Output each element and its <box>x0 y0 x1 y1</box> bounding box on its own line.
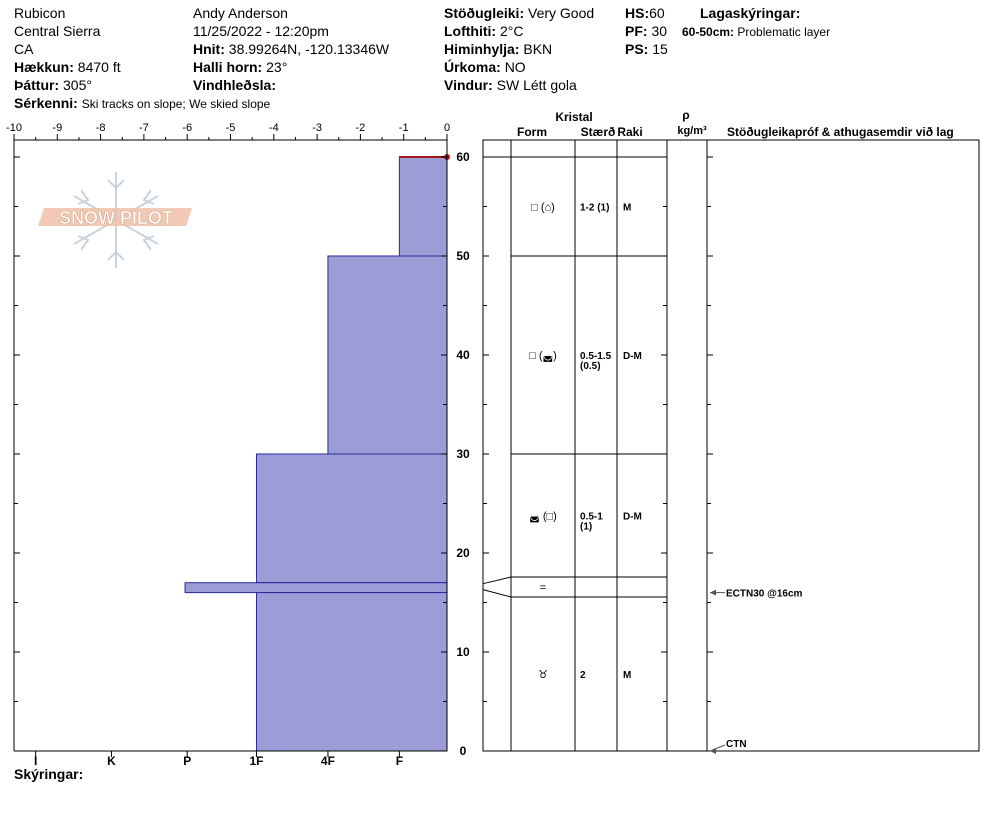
elevation: Hækkun: 8470 ft <box>14 59 121 75</box>
wind-loading: Vindhleðsla: <box>193 77 276 93</box>
datetime: 11/25/2022 - 12:20pm <box>193 23 329 39</box>
layer-moisture: M <box>623 670 631 681</box>
layer-connector <box>482 576 512 585</box>
hardness-label: P <box>183 754 191 768</box>
top-tick-label: -2 <box>356 122 366 134</box>
column-rho: ρ <box>682 108 689 122</box>
depth-label: 60 <box>456 150 470 164</box>
hardness-label: F <box>396 754 403 768</box>
range: Central Sierra <box>14 23 101 39</box>
layer-form: ◛ (□) <box>529 511 557 523</box>
footer-label: Skýringar: <box>14 766 84 782</box>
column-density-unit: kg/m³ <box>677 125 707 137</box>
top-tick-label: -9 <box>52 122 62 134</box>
ps: PS: 15 <box>625 41 668 57</box>
depth-label: 10 <box>456 645 470 659</box>
hardness-label: K <box>107 754 116 768</box>
top-tick-label: -10 <box>6 122 22 134</box>
top-tick-label: -8 <box>96 122 106 134</box>
hardness-bar <box>184 582 448 594</box>
depth-label: 20 <box>456 546 470 560</box>
hardness-bar <box>398 156 448 257</box>
wind: Vindur: SW Létt gola <box>444 77 577 93</box>
layer-form: □ (⌂) <box>531 202 555 214</box>
test-arrow-icon <box>710 748 716 754</box>
top-tick-label: -6 <box>182 122 192 134</box>
column-crystal: Kristal <box>555 110 592 124</box>
coords: Hnit: 38.99264N, -120.13346W <box>193 41 390 57</box>
test-label: CTN <box>726 739 747 750</box>
observer: Andy Anderson <box>193 5 288 21</box>
column-tests: Stöðugleikapróf & athugasemdir við lag <box>727 125 954 139</box>
logo-text: SNOW PILOT <box>59 208 173 228</box>
hardness-label: I <box>34 754 37 768</box>
test-arrow-icon <box>710 589 716 596</box>
hs: HS:60 <box>625 5 665 21</box>
layer-form: = <box>540 582 546 594</box>
slope: Halli horn: 23° <box>193 59 288 75</box>
layer-moisture: D-M <box>623 351 642 362</box>
layer-size: 2 <box>580 670 586 681</box>
depth-label: 40 <box>456 348 470 362</box>
column-size: Stærð <box>581 125 616 139</box>
hardness-bar <box>255 453 448 584</box>
depth-label: 30 <box>456 447 470 461</box>
hardness-bar <box>327 255 448 455</box>
layer-size: 1-2 (1) <box>580 203 609 214</box>
layer-note: 60-50cm: Problematic layer <box>682 25 831 39</box>
snowpilot-logo: SNOW PILOT <box>38 172 192 268</box>
column-moisture: Raki <box>617 125 642 139</box>
top-tick-label: -3 <box>312 122 322 134</box>
layer-form: □ (◛) <box>529 350 557 362</box>
sky: Himinhylja: BKN <box>444 41 553 57</box>
top-tick-label: -7 <box>139 122 149 134</box>
table-border <box>482 139 980 752</box>
layer-form: ♉ <box>538 669 548 681</box>
state: CA <box>14 41 34 57</box>
precip: Úrkoma: NO <box>444 59 526 75</box>
top-tick-label: 0 <box>444 122 450 134</box>
top-tick-label: -4 <box>269 122 279 134</box>
layer-moisture: M <box>623 203 631 214</box>
depth-label: 50 <box>456 249 470 263</box>
pf: PF: 30 <box>625 23 668 39</box>
layer-size: 0.5-1.5 (0.5) <box>580 351 612 372</box>
aspect: Þáttur: 305° <box>14 77 92 93</box>
layer-size: 0.5-1 (1) <box>580 512 603 533</box>
air-temp: Lofthiti: 2°C <box>444 23 524 39</box>
stability: Stöðugleiki: Very Good <box>444 5 595 21</box>
layer-notes-title: Lagaskýringar: <box>700 5 801 21</box>
test-label: ECTN30 @16cm <box>726 589 803 600</box>
hardness-label: 4F <box>321 754 335 768</box>
top-tick-label: -5 <box>226 122 236 134</box>
top-tick-label: -1 <box>399 122 409 134</box>
column-form: Form <box>517 125 547 139</box>
hardness-bar <box>255 592 448 752</box>
layer-moisture: D-M <box>623 512 642 523</box>
location: Rubicon <box>14 5 66 21</box>
hardness-label: 1F <box>249 754 263 768</box>
layer-connector <box>482 589 512 598</box>
depth-label: 0 <box>460 744 467 758</box>
features: Sérkenni: Ski tracks on slope; We skied … <box>14 95 271 111</box>
